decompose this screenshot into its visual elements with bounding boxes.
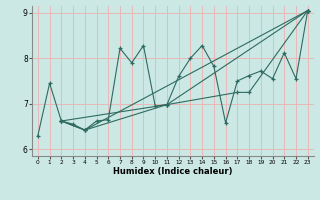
X-axis label: Humidex (Indice chaleur): Humidex (Indice chaleur) bbox=[113, 167, 233, 176]
